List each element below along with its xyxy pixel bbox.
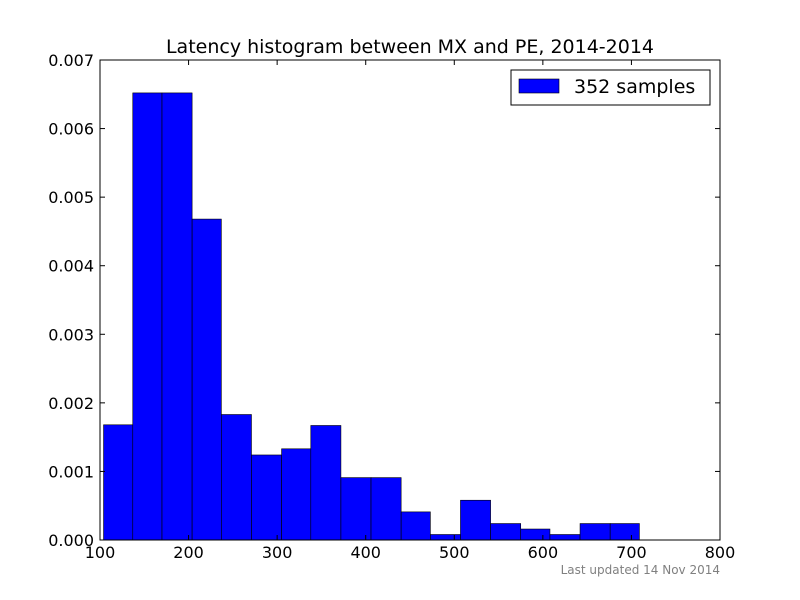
axis-ticks bbox=[99, 59, 721, 541]
histogram-bar bbox=[191, 218, 222, 541]
y-tick-label: 0.005 bbox=[48, 188, 94, 207]
histogram-bar bbox=[251, 454, 282, 541]
histogram-bar bbox=[549, 534, 581, 541]
histogram-bar bbox=[400, 511, 431, 541]
x-tick-label: 200 bbox=[173, 543, 204, 562]
chart-title: Latency histogram between MX and PE, 201… bbox=[166, 36, 654, 58]
y-tick-label: 0.007 bbox=[48, 51, 94, 70]
y-tick-label: 0.000 bbox=[48, 531, 94, 550]
y-tick-label: 0.006 bbox=[48, 120, 94, 139]
histogram-bar bbox=[281, 448, 312, 541]
x-tick-label: 600 bbox=[528, 543, 559, 562]
legend: 352 samples bbox=[510, 69, 711, 106]
x-tick-label: 500 bbox=[439, 543, 470, 562]
histogram-bar bbox=[430, 534, 461, 541]
x-tick-label: 300 bbox=[262, 543, 293, 562]
histogram-bar bbox=[310, 425, 342, 541]
histogram-bar bbox=[340, 477, 372, 541]
histogram-bar bbox=[161, 92, 193, 541]
histogram-bar bbox=[490, 523, 522, 541]
y-tick-label: 0.004 bbox=[48, 257, 94, 276]
x-tick-labels: 100 200 300 400 500 600 700 800 bbox=[85, 543, 736, 562]
histogram-bar bbox=[609, 523, 640, 541]
legend-swatch bbox=[518, 78, 560, 94]
y-tick-labels: 0.000 0.001 0.002 0.003 0.004 0.005 0.006 0.007 bbox=[48, 51, 94, 550]
y-tick-label: 0.003 bbox=[48, 325, 94, 344]
histogram-bar bbox=[103, 424, 134, 541]
histogram-bar bbox=[460, 499, 491, 541]
legend-label: 352 samples bbox=[574, 76, 695, 98]
histogram-bar bbox=[579, 523, 611, 541]
x-tick-label: 800 bbox=[705, 543, 736, 562]
y-tick-label: 0.002 bbox=[48, 394, 94, 413]
histogram-bar bbox=[221, 414, 252, 541]
histogram-bars bbox=[103, 92, 640, 541]
y-tick-label: 0.001 bbox=[48, 462, 94, 481]
x-tick-label: 100 bbox=[85, 543, 116, 562]
histogram-bar bbox=[370, 477, 402, 541]
x-tick-label: 700 bbox=[616, 543, 647, 562]
last-updated-note: Last updated 14 Nov 2014 bbox=[561, 563, 720, 577]
plot-frame bbox=[99, 59, 721, 541]
x-tick-label: 400 bbox=[350, 543, 381, 562]
histogram-bar bbox=[520, 528, 551, 541]
histogram-bar bbox=[132, 92, 163, 541]
